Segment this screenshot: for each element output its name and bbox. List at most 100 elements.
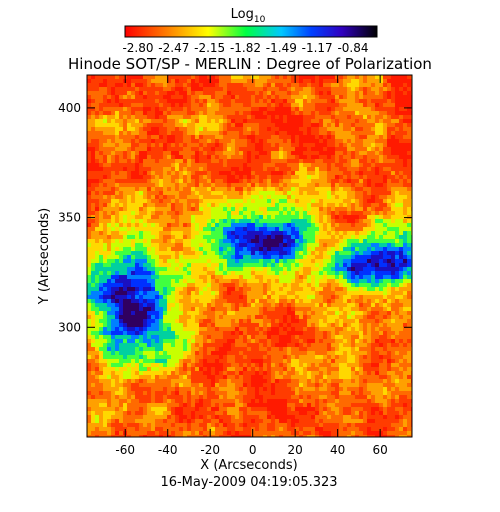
heatmap-cell <box>227 127 231 131</box>
heatmap-cell <box>355 235 359 239</box>
heatmap-cell <box>359 267 363 271</box>
heatmap-cell <box>235 255 239 259</box>
heatmap-cell <box>127 171 131 175</box>
heatmap-cell <box>187 207 191 211</box>
heatmap-cell <box>279 267 283 271</box>
heatmap-cell <box>259 287 263 291</box>
heatmap-cell <box>399 75 403 79</box>
heatmap-cell <box>119 307 123 311</box>
heatmap-cell <box>223 159 227 163</box>
heatmap-cell <box>135 171 139 175</box>
heatmap-cell <box>127 195 131 199</box>
heatmap-cell <box>163 187 167 191</box>
heatmap-cell <box>383 135 387 139</box>
heatmap-cell <box>335 255 339 259</box>
heatmap-cell <box>183 231 187 235</box>
heatmap-cell <box>175 191 179 195</box>
heatmap-cell <box>227 291 231 295</box>
heatmap-cell <box>171 303 175 307</box>
heatmap-cell <box>267 151 271 155</box>
heatmap-cell <box>203 119 207 123</box>
heatmap-cell <box>387 223 391 227</box>
heatmap-cell <box>387 99 391 103</box>
heatmap-cell <box>283 119 287 123</box>
heatmap-cell <box>211 219 215 223</box>
heatmap-cell <box>251 195 255 199</box>
heatmap-cell <box>239 267 243 271</box>
heatmap-cell <box>287 87 291 91</box>
heatmap-cell <box>259 143 263 147</box>
heatmap-cell <box>167 167 171 171</box>
heatmap-cell <box>363 119 367 123</box>
heatmap-cell <box>259 283 263 287</box>
heatmap-cell <box>119 303 123 307</box>
heatmap-cell <box>199 259 203 263</box>
heatmap-cell <box>167 195 171 199</box>
heatmap-cell <box>323 103 327 107</box>
heatmap-cell <box>347 231 351 235</box>
heatmap-cell <box>143 171 147 175</box>
heatmap-cell <box>103 155 107 159</box>
heatmap-cell <box>183 83 187 87</box>
heatmap-cell <box>167 231 171 235</box>
heatmap-cell <box>231 251 235 255</box>
heatmap-cell <box>155 243 159 247</box>
heatmap-cell <box>187 119 191 123</box>
heatmap-cell <box>171 207 175 211</box>
heatmap-cell <box>251 295 255 299</box>
heatmap-cell <box>115 167 119 171</box>
heatmap-cell <box>243 123 247 127</box>
heatmap-cell <box>115 163 119 167</box>
heatmap-cell <box>263 115 267 119</box>
heatmap-cell <box>163 195 167 199</box>
heatmap-cell <box>111 167 115 171</box>
heatmap-cell <box>331 299 335 303</box>
heatmap-cell <box>367 279 371 283</box>
heatmap-cell <box>143 303 147 307</box>
heatmap-cell <box>243 183 247 187</box>
colorbar-tick-label: -1.49 <box>266 41 297 55</box>
heatmap-cell <box>131 215 135 219</box>
heatmap-cell <box>259 175 263 179</box>
heatmap-cell <box>103 91 107 95</box>
heatmap-cell <box>295 219 299 223</box>
heatmap-cell <box>227 235 231 239</box>
heatmap-cell <box>147 87 151 91</box>
heatmap-cell <box>135 95 139 99</box>
heatmap-cell <box>183 223 187 227</box>
heatmap-cell <box>131 107 135 111</box>
heatmap-cell <box>363 143 367 147</box>
heatmap-cell <box>243 119 247 123</box>
heatmap-cell <box>175 131 179 135</box>
heatmap-cell <box>407 203 411 207</box>
heatmap-cell <box>231 215 235 219</box>
heatmap-cell <box>267 243 271 247</box>
heatmap-cell <box>135 207 139 211</box>
heatmap-cell <box>247 163 251 167</box>
heatmap-cell <box>319 175 323 179</box>
heatmap-cell <box>359 247 363 251</box>
heatmap-cell <box>215 311 219 315</box>
heatmap-cell <box>299 147 303 151</box>
heatmap-cell <box>247 223 251 227</box>
heatmap-cell <box>339 123 343 127</box>
heatmap-cell <box>399 167 403 171</box>
heatmap-cell <box>259 151 263 155</box>
heatmap-cell <box>247 263 251 267</box>
heatmap-cell <box>155 167 159 171</box>
heatmap-cell <box>131 167 135 171</box>
heatmap-cell <box>111 207 115 211</box>
heatmap-cell <box>203 295 207 299</box>
heatmap-cell <box>195 251 199 255</box>
heatmap-cell <box>239 111 243 115</box>
heatmap-cell <box>307 283 311 287</box>
heatmap-cell <box>375 171 379 175</box>
heatmap-cell <box>235 223 239 227</box>
heatmap-cell <box>167 207 171 211</box>
heatmap-cell <box>227 203 231 207</box>
heatmap-cell <box>371 119 375 123</box>
heatmap-cell <box>395 171 399 175</box>
heatmap-cell <box>103 251 107 255</box>
heatmap-cell <box>275 175 279 179</box>
heatmap-cell <box>163 215 167 219</box>
